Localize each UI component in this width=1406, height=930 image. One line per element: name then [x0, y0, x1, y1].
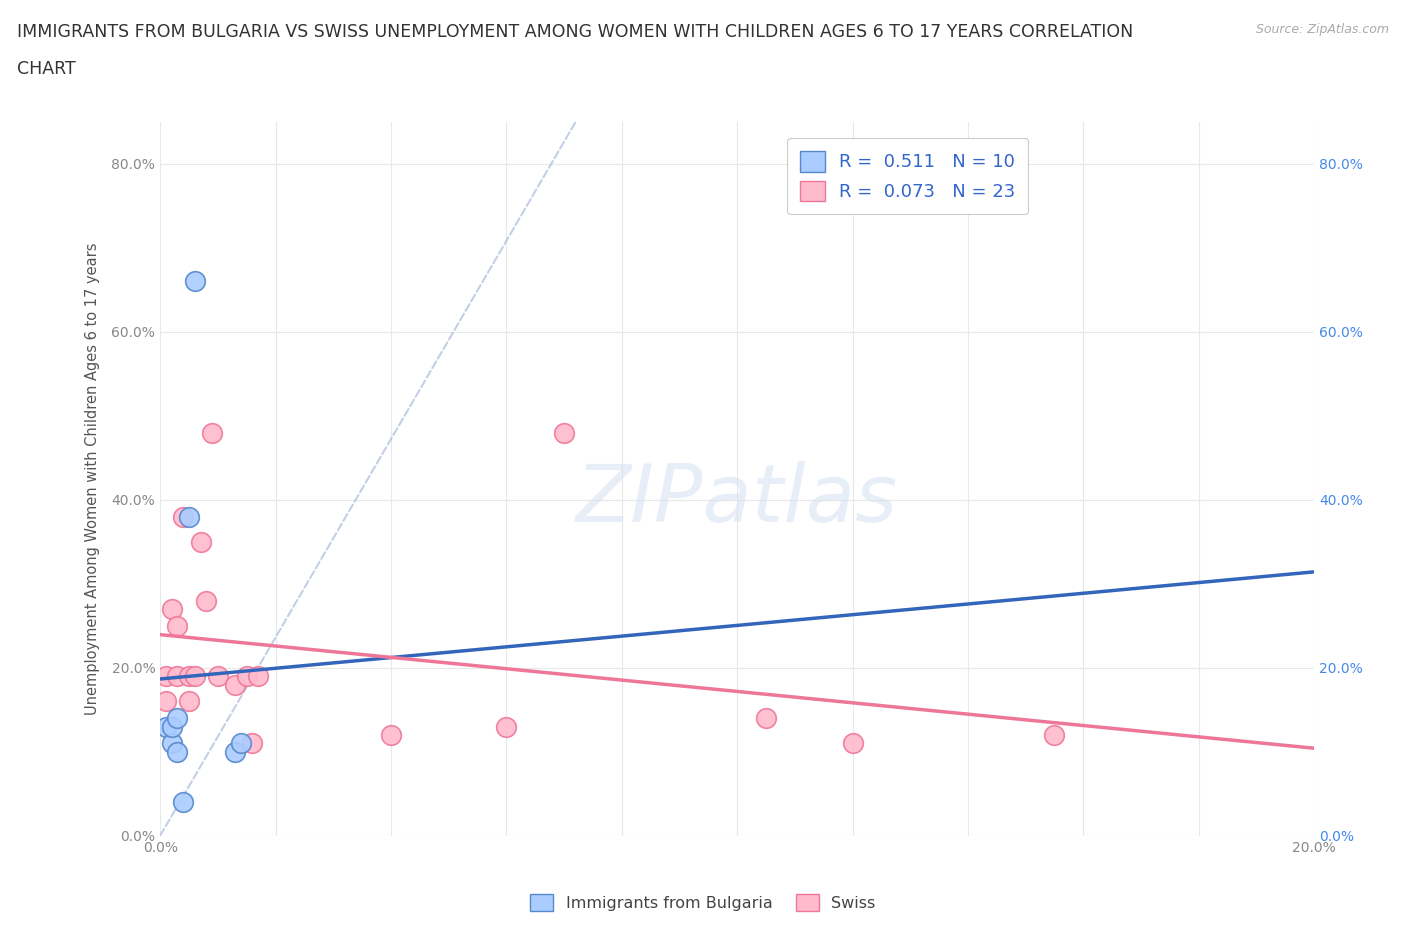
Point: [380, 727, 402, 742]
Point: [235, 669, 257, 684]
Point: [190, 535, 212, 550]
Point: [247, 669, 270, 684]
Point: [155, 719, 177, 734]
Point: [155, 669, 177, 684]
Legend: R =  0.511   N = 10, R =  0.073   N = 23: R = 0.511 N = 10, R = 0.073 N = 23: [787, 139, 1028, 214]
Point: [184, 274, 207, 289]
Point: [160, 602, 183, 617]
Point: [155, 694, 177, 709]
Legend: Immigrants from Bulgaria, Swiss: Immigrants from Bulgaria, Swiss: [524, 888, 882, 917]
Point: [229, 736, 252, 751]
Point: [177, 669, 200, 684]
Text: IMMIGRANTS FROM BULGARIA VS SWISS UNEMPLOYMENT AMONG WOMEN WITH CHILDREN AGES 6 : IMMIGRANTS FROM BULGARIA VS SWISS UNEMPL…: [17, 23, 1133, 41]
Point: [166, 618, 188, 633]
Y-axis label: Unemployment Among Women with Children Ages 6 to 17 years: Unemployment Among Women with Children A…: [86, 243, 100, 715]
Point: [1043, 727, 1066, 742]
Point: [177, 694, 200, 709]
Point: [172, 794, 194, 809]
Point: [160, 719, 183, 734]
Point: [495, 719, 517, 734]
Point: [177, 509, 200, 524]
Point: [841, 736, 863, 751]
Point: [553, 425, 575, 440]
Text: ZIPatlas: ZIPatlas: [576, 461, 898, 539]
Point: [166, 669, 188, 684]
Point: [166, 711, 188, 725]
Point: [160, 736, 183, 751]
Point: [207, 669, 229, 684]
Point: [172, 509, 194, 524]
Point: [166, 744, 188, 759]
Point: [224, 677, 246, 692]
Point: [224, 744, 246, 759]
Point: [242, 736, 264, 751]
Point: [195, 593, 218, 608]
Point: [201, 425, 224, 440]
Point: [755, 711, 778, 725]
Point: [184, 669, 207, 684]
Text: Source: ZipAtlas.com: Source: ZipAtlas.com: [1256, 23, 1389, 36]
Text: CHART: CHART: [17, 60, 76, 78]
